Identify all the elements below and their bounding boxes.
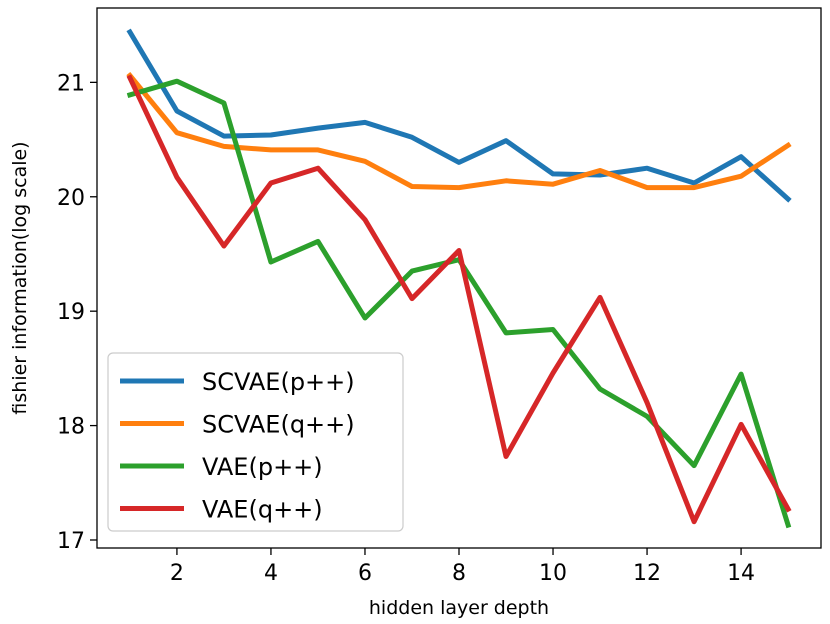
y-tick-label-20: 20 — [57, 186, 85, 211]
x-tick-label-2: 2 — [170, 561, 184, 586]
legend-label-4: VAE(q++) — [202, 496, 323, 524]
x-tick-label-12: 12 — [633, 561, 661, 586]
y-tick-label-19: 19 — [57, 300, 85, 325]
x-tick-label-14: 14 — [727, 561, 755, 586]
series-lines — [126, 28, 792, 529]
x-tick-label-10: 10 — [539, 561, 567, 586]
legend-label-1: SCVAE(p++) — [202, 368, 355, 396]
y-tick-label-18: 18 — [57, 415, 85, 440]
y-tick-label-21: 21 — [57, 71, 85, 96]
y-tick-label-17: 17 — [57, 529, 85, 554]
legend-label-2: SCVAE(q++) — [202, 411, 355, 439]
y-axis-label: fishier information(log scale) — [9, 141, 31, 414]
x-tick-label-8: 8 — [452, 561, 466, 586]
x-tick-label-4: 4 — [264, 561, 278, 586]
legend-box — [107, 352, 404, 532]
x-tick-label-6: 6 — [358, 561, 372, 586]
x-axis-label: hidden layer depth — [369, 597, 549, 619]
axis-ticks: 2 4 6 8 10 12 14 17 18 19 20 21 — [57, 71, 755, 586]
legend: SCVAE(p++) SCVAE(q++) VAE(p++) VAE(q++) — [107, 352, 404, 532]
legend-label-3: VAE(p++) — [202, 453, 323, 481]
